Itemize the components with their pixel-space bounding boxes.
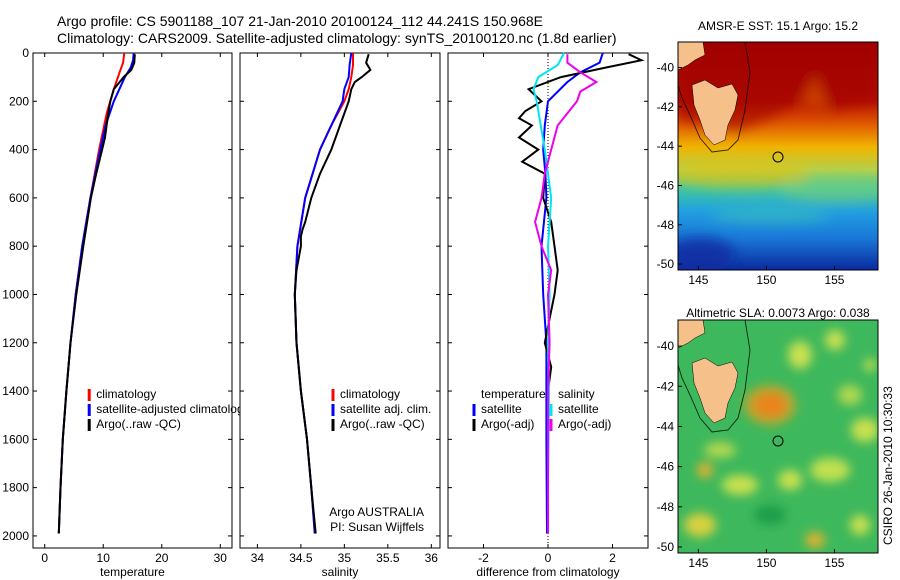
sla-map — [677, 319, 879, 554]
series-line — [534, 54, 599, 534]
legend-label: climatology — [340, 387, 400, 401]
map-x-tick-label: 150 — [756, 556, 776, 570]
x-tick-label: 0 — [41, 551, 48, 565]
y-tick-label: 1400 — [2, 384, 29, 398]
x-axis-label: temperature — [100, 565, 165, 579]
series-line — [57, 54, 136, 534]
map-x-tick-label: 155 — [824, 556, 844, 570]
y-tick-label: 600 — [9, 191, 29, 205]
map-x-tick-label: 145 — [688, 273, 708, 287]
legend-label: temperature — [481, 387, 546, 401]
x-tick-label: 34 — [251, 551, 265, 565]
y-tick-label: 400 — [9, 143, 29, 157]
x-tick-label: 35 — [338, 551, 352, 565]
map-x-tick-label: 145 — [688, 556, 708, 570]
map-y-tick-label: -44 — [657, 139, 675, 153]
header-line-2: Climatology: CARS2009. Satellite-adjuste… — [57, 30, 617, 46]
legend-label: satellite — [481, 402, 522, 416]
plot-frame — [239, 52, 441, 549]
y-tick-label: 2000 — [2, 529, 29, 543]
legend-label: Argo(..raw -QC) — [340, 417, 425, 431]
map-y-tick-label: -42 — [657, 379, 675, 393]
map-y-tick-label: -50 — [657, 257, 675, 271]
map-x-tick-label: 155 — [824, 273, 844, 287]
sla-map-title: Altimetric SLA: 0.0073 Argo: 0.038 — [686, 306, 870, 320]
x-tick-label: -2 — [478, 551, 489, 565]
legend-label: satellite — [558, 402, 599, 416]
y-tick-label: 1600 — [2, 432, 29, 446]
map-y-tick-label: -44 — [657, 419, 675, 433]
map-y-tick-label: -40 — [657, 339, 675, 353]
x-tick-label: 35.5 — [376, 551, 400, 565]
plot-frame — [32, 52, 233, 549]
x-tick-label: 20 — [155, 551, 169, 565]
y-tick-label: 1200 — [2, 336, 29, 350]
salinity-panel: 34 34.5 35 35.5 36 salinity climatologysatelli… — [239, 52, 441, 579]
x-axis-label: salinity — [322, 565, 359, 579]
map-y-tick-label: -48 — [657, 500, 675, 514]
x-tick-label: 30 — [214, 551, 228, 565]
legend-label: climatology — [96, 387, 156, 401]
map-y-tick-label: -50 — [657, 540, 675, 554]
series-line — [293, 53, 372, 534]
map-y-tick-label: -42 — [657, 100, 675, 114]
map-y-tick-label: -46 — [657, 460, 675, 474]
map-x-tick-label: 150 — [756, 273, 776, 287]
map-y-tick-label: -40 — [657, 61, 675, 75]
x-axis-label: difference from climatology — [476, 565, 619, 579]
legend-label: satellite-adjusted climatology — [96, 402, 249, 416]
y-tick-label: 200 — [9, 94, 29, 108]
temperature-panel: 0 10 20 30 0 200 400 600 800 1000 1200 1400 1600 1800… — [2, 46, 249, 579]
map-y-tick-label: -46 — [657, 178, 675, 192]
y-tick-label: 800 — [9, 239, 29, 253]
legend-label: Argo(-adj) — [481, 417, 534, 431]
x-tick-label: 34.5 — [289, 551, 313, 565]
x-tick-label: 36 — [425, 551, 439, 565]
y-tick-label: 1000 — [2, 287, 29, 301]
legend-label: Argo(-adj) — [558, 417, 611, 431]
x-tick-label: 10 — [97, 551, 111, 565]
legend-label: satellite adj. clim. — [340, 402, 431, 416]
sst-map-title: AMSR-E SST: 15.1 Argo: 15.2 — [698, 19, 858, 33]
annotation-text: Argo AUSTRALIA — [329, 505, 424, 519]
y-tick-label: 0 — [22, 46, 29, 60]
credit-timestamp: CSIRO 26-Jan-2010 10:30:33 — [881, 386, 895, 545]
sst-map — [677, 41, 879, 271]
x-tick-label: 0 — [545, 551, 552, 565]
legend-label: Argo(..raw -QC) — [96, 417, 181, 431]
y-tick-label: 1800 — [2, 481, 29, 495]
annotation-text: PI: Susan Wijffels — [330, 520, 424, 534]
map-y-tick-label: -48 — [657, 218, 675, 232]
legend-label: salinity — [558, 387, 595, 401]
x-tick-label: 2 — [609, 551, 616, 565]
header-line-1: Argo profile: CS 5901188_107 21-Jan-2010… — [57, 13, 543, 29]
series-line — [540, 52, 604, 534]
